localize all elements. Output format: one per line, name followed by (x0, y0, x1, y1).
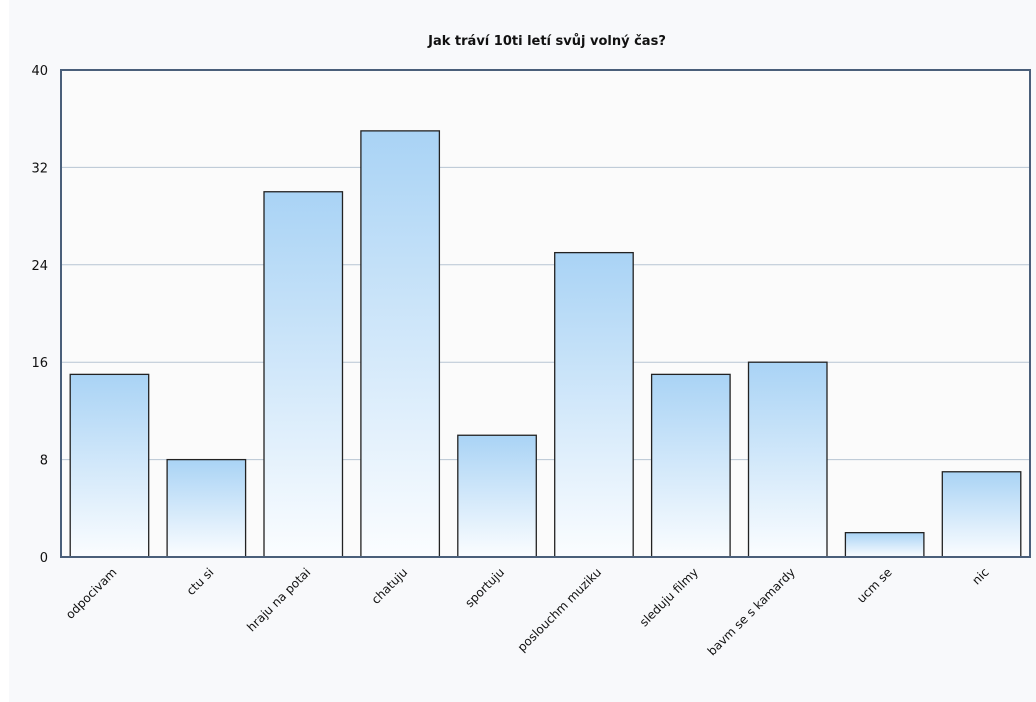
x-tick-label: sleduju filmy (637, 565, 701, 629)
y-axis-ticks: 0 8 16 24 32 40 (31, 64, 48, 566)
chart-title: Jak tráví 10ti letí svůj volný čas? (427, 34, 666, 49)
plot-frame (60, 69, 1031, 558)
y-tick-label: 32 (31, 161, 48, 176)
bar-4 (457, 434, 537, 558)
bar-3 (360, 130, 441, 558)
bar-9 (941, 471, 1022, 558)
x-tick-label: chatuju (369, 565, 411, 607)
x-tick-label: odpocivam (63, 565, 120, 622)
x-tick-label: ucm se (854, 565, 895, 606)
bar-1 (166, 458, 247, 558)
x-tick-label: bavm se s kamardy (705, 565, 798, 658)
bar-8 (844, 532, 925, 558)
x-tick-label: hraju na potai (244, 565, 313, 634)
y-tick-label: 0 (40, 551, 48, 566)
bar-7 (747, 361, 828, 558)
x-tick-label: sportuju (462, 565, 507, 610)
x-tick-label: nic (969, 565, 991, 587)
bar-0 (69, 373, 150, 558)
bar-5 (554, 251, 634, 558)
y-tick-label: 16 (31, 356, 48, 371)
y-tick-label: 24 (31, 259, 48, 274)
x-tick-label: ctu si (184, 565, 217, 598)
y-tick-label: 8 (40, 454, 48, 469)
x-axis-labels: odpocivam ctu si hraju na potai chatuju spor… (63, 565, 992, 658)
bar-2 (263, 191, 344, 558)
y-tick-label: 40 (31, 64, 48, 79)
x-tick-label: poslouchm muziku (515, 565, 604, 654)
bar-6 (650, 373, 731, 558)
